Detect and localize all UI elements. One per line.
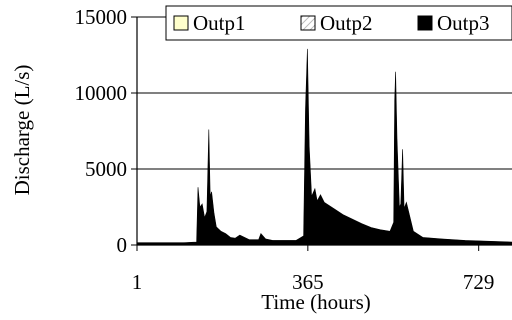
- legend-swatch-outp2: [300, 15, 316, 31]
- y-tick-label: 5000: [85, 157, 127, 181]
- y-tick-label: 10000: [75, 81, 128, 105]
- x-tick-label: 1: [132, 270, 143, 294]
- series-areas: [136, 48, 512, 246]
- legend-label: Outp3: [437, 11, 490, 35]
- legend-box: [165, 5, 512, 41]
- legend-label: Outp1: [193, 11, 246, 35]
- legend-label: Outp2: [320, 11, 373, 35]
- x-tick-labels: 1 365 729: [132, 270, 495, 294]
- y-tick-labels: 0 5000 10000 15000: [75, 5, 128, 257]
- legend: Outp1 Outp2 Outp3: [165, 5, 512, 41]
- series-area-outp3: [136, 48, 512, 246]
- x-tick-label: 365: [292, 270, 324, 294]
- y-tick-label: 15000: [75, 5, 128, 29]
- y-tick-label: 0: [117, 233, 128, 257]
- x-tick-label: 729: [463, 270, 495, 294]
- y-axis-label: Discharge (L/s): [10, 65, 34, 196]
- axes: [131, 16, 512, 251]
- legend-swatch-outp3: [417, 15, 433, 31]
- legend-swatch-outp1: [173, 15, 189, 31]
- x-axis-label: Time (hours): [261, 290, 370, 314]
